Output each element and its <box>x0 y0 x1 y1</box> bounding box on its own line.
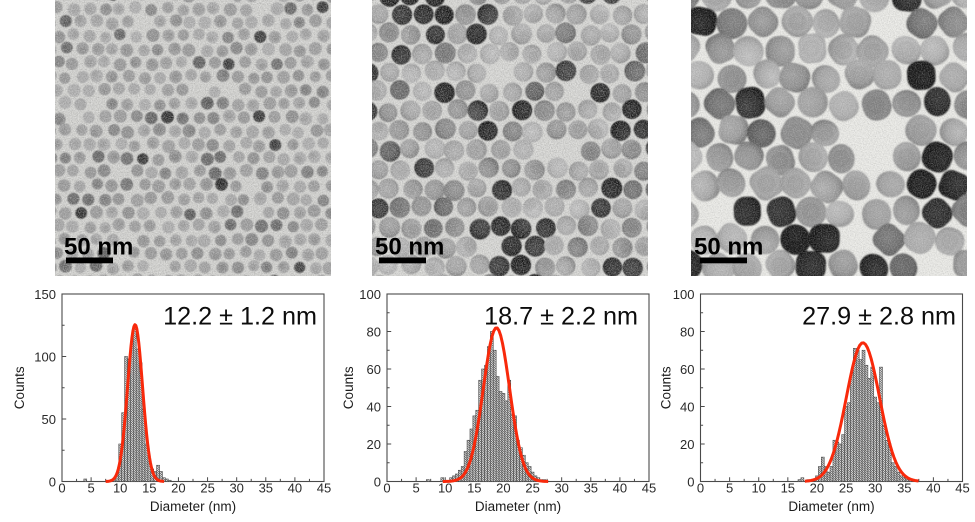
svg-text:Diameter (nm): Diameter (nm) <box>150 499 236 514</box>
svg-text:0: 0 <box>374 474 381 489</box>
svg-text:Counts: Counts <box>341 366 356 409</box>
svg-text:0: 0 <box>58 481 65 496</box>
svg-text:40: 40 <box>613 481 627 496</box>
svg-text:45: 45 <box>317 481 331 496</box>
svg-text:50 nm: 50 nm <box>375 234 444 261</box>
svg-text:50 nm: 50 nm <box>64 234 133 261</box>
svg-text:100: 100 <box>673 287 695 302</box>
svg-text:45: 45 <box>955 481 969 496</box>
svg-text:25: 25 <box>200 481 214 496</box>
svg-text:60: 60 <box>367 362 381 377</box>
svg-text:15: 15 <box>142 481 156 496</box>
svg-text:40: 40 <box>288 481 302 496</box>
svg-text:20: 20 <box>171 481 185 496</box>
svg-text:80: 80 <box>680 324 694 339</box>
svg-text:35: 35 <box>897 481 911 496</box>
svg-text:0: 0 <box>49 474 56 489</box>
svg-text:10: 10 <box>438 481 452 496</box>
svg-text:5: 5 <box>412 481 419 496</box>
svg-text:30: 30 <box>229 481 243 496</box>
svg-text:60: 60 <box>680 362 694 377</box>
svg-text:15: 15 <box>467 481 481 496</box>
svg-text:80: 80 <box>367 324 381 339</box>
svg-text:30: 30 <box>554 481 568 496</box>
svg-text:Counts: Counts <box>12 366 27 409</box>
svg-text:0: 0 <box>687 474 694 489</box>
svg-text:Diameter (nm): Diameter (nm) <box>788 499 874 514</box>
svg-text:Diameter (nm): Diameter (nm) <box>475 499 561 514</box>
svg-text:12.2 ± 1.2 nm: 12.2 ± 1.2 nm <box>163 303 317 331</box>
svg-text:Counts: Counts <box>659 366 674 409</box>
svg-text:25: 25 <box>525 481 539 496</box>
svg-text:150: 150 <box>34 287 56 302</box>
svg-text:40: 40 <box>680 399 694 414</box>
svg-text:50: 50 <box>42 412 56 427</box>
svg-text:15: 15 <box>781 481 795 496</box>
svg-text:20: 20 <box>810 481 824 496</box>
svg-text:40: 40 <box>367 399 381 414</box>
svg-text:100: 100 <box>359 287 381 302</box>
svg-text:40: 40 <box>926 481 940 496</box>
svg-text:45: 45 <box>642 481 656 496</box>
svg-text:10: 10 <box>751 481 765 496</box>
svg-text:0: 0 <box>383 481 390 496</box>
svg-text:10: 10 <box>113 481 127 496</box>
svg-text:0: 0 <box>697 481 704 496</box>
svg-text:35: 35 <box>259 481 273 496</box>
svg-text:20: 20 <box>367 437 381 452</box>
svg-text:5: 5 <box>87 481 94 496</box>
svg-text:30: 30 <box>868 481 882 496</box>
svg-text:50 nm: 50 nm <box>694 234 763 261</box>
svg-text:18.7 ± 2.2 nm: 18.7 ± 2.2 nm <box>484 303 638 331</box>
svg-text:20: 20 <box>680 437 694 452</box>
svg-text:27.9 ± 2.8 nm: 27.9 ± 2.8 nm <box>802 303 956 331</box>
svg-text:35: 35 <box>584 481 598 496</box>
svg-text:100: 100 <box>34 349 56 364</box>
svg-text:20: 20 <box>496 481 510 496</box>
svg-text:5: 5 <box>726 481 733 496</box>
svg-text:25: 25 <box>839 481 853 496</box>
